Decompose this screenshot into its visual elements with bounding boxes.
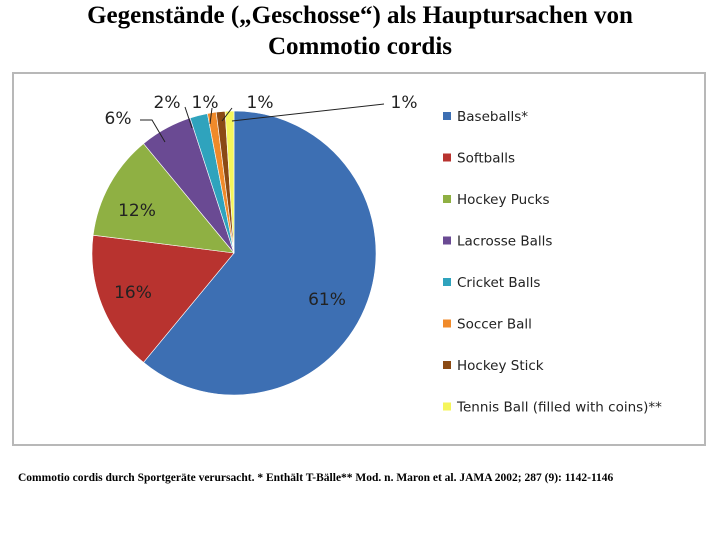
pie-slices: [91, 110, 377, 396]
data-label-8: 1%: [391, 93, 418, 113]
legend-label-1: Baseballs*: [457, 109, 528, 125]
leader-line-8: [231, 103, 385, 122]
legend-label-3: Hockey Pucks: [457, 192, 550, 208]
pie-slice-1: [143, 110, 377, 396]
legend-swatch-2: [443, 153, 451, 162]
legend-label-5: Cricket Balls: [457, 275, 540, 291]
page-title: Gegenstände („Geschosse“) als Hauptursac…: [0, 0, 720, 62]
title-line-2: Commotio cordis: [268, 33, 452, 60]
legend-label-6: Soccer Ball: [457, 317, 532, 333]
legend-label-8: Tennis Ball (filled with coins)**: [456, 400, 662, 416]
leader-line-7: [221, 107, 233, 122]
data-label-7: 1%: [247, 93, 274, 113]
leader-lines: [140, 103, 385, 143]
legend-swatch-7: [443, 361, 451, 369]
data-label-3: 12%: [118, 201, 156, 221]
leader-line-5: [184, 106, 193, 129]
data-labels: 61% 16% 12% 6% 2% 1% 1% 1%: [105, 93, 418, 310]
data-label-2: 16%: [114, 283, 152, 303]
legend-swatch-6: [443, 319, 451, 328]
title-line-1: Gegenstände („Geschosse“) als Hauptursac…: [87, 2, 633, 29]
leader-line-4: [140, 119, 166, 143]
footnote: Commotio cordis durch Sportgeräte verurs…: [18, 472, 614, 484]
legend-swatch-4: [443, 236, 451, 245]
legend-swatch-8: [443, 402, 451, 411]
legend-swatch-1: [443, 112, 451, 120]
legend: Baseballs* Softballs Hockey Pucks Lacrosse …: [443, 109, 662, 416]
legend-label-4: Lacrosse Balls: [457, 234, 552, 250]
data-label-5: 2%: [154, 93, 181, 113]
data-label-4: 6%: [105, 109, 132, 129]
pie-slice-3: [92, 143, 235, 254]
legend-label-2: Softballs: [457, 151, 515, 167]
legend-swatch-5: [443, 278, 451, 286]
pie-slice-2: [91, 234, 235, 363]
legend-swatch-3: [443, 195, 451, 203]
leader-line-6: [209, 107, 213, 125]
data-label-1: 61%: [308, 290, 346, 310]
legend-label-7: Hockey Stick: [457, 358, 544, 374]
data-label-6: 1%: [192, 93, 219, 113]
